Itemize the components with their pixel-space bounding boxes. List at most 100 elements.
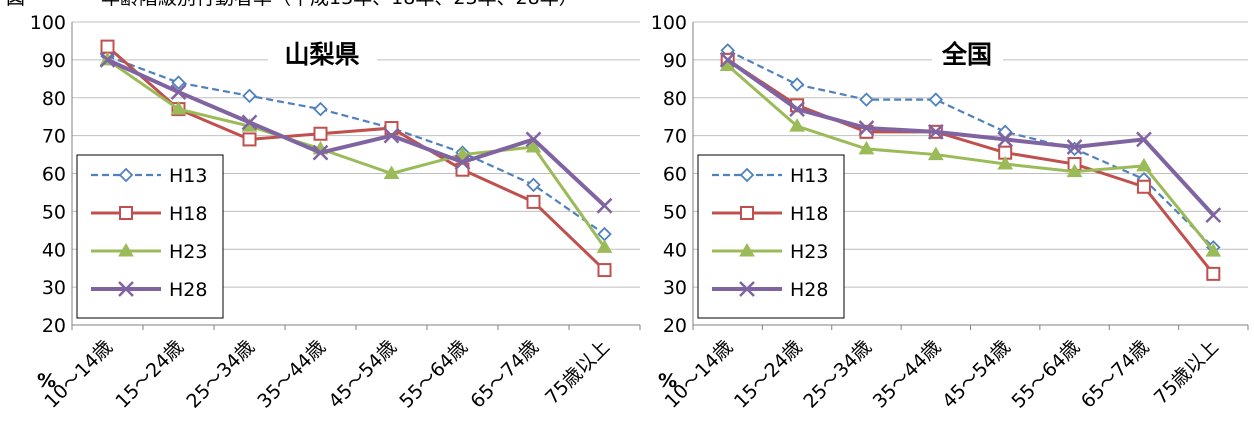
chart-title: 全国	[941, 40, 992, 69]
data-point	[927, 123, 944, 140]
legend-label: H13	[169, 165, 207, 187]
legend-marker	[739, 281, 755, 297]
title-background	[932, 36, 1003, 70]
data-point	[859, 92, 874, 107]
data-point	[1136, 157, 1152, 172]
y-tick-label: 20	[663, 315, 687, 337]
data-point	[171, 75, 186, 90]
data-point	[1136, 131, 1152, 148]
data-point	[597, 263, 612, 278]
series-line	[106, 45, 606, 272]
data-point	[454, 146, 471, 161]
y-tick-label: 20	[42, 315, 66, 337]
data-point	[997, 156, 1014, 170]
legend-item-h23: H23	[712, 241, 828, 263]
data-point	[242, 88, 257, 104]
legend-marker	[740, 206, 754, 220]
series-h28	[99, 51, 613, 214]
legend: H13 H18 H23 H28	[76, 154, 224, 319]
data-point	[597, 226, 612, 242]
y-tick-label: 60	[663, 164, 687, 186]
x-tick-label: 75歳以上	[1150, 336, 1223, 409]
legend-item-h13: H13	[712, 165, 828, 187]
y-tick-label: 50	[42, 201, 66, 223]
figure-caption: 図 年齢階級別行動者率（平成13年、18年、23年、28年）	[6, 0, 578, 9]
data-point	[1066, 163, 1083, 178]
data-point	[1205, 207, 1222, 224]
x-tick-label: 55～64歳	[1007, 336, 1084, 413]
data-point	[526, 177, 541, 193]
legend-label: H18	[169, 203, 207, 225]
y-tick-label: 40	[42, 239, 66, 261]
data-point	[596, 239, 613, 253]
x-tick-label: 35～44歳	[253, 336, 330, 413]
y-tick-label: 80	[663, 88, 687, 110]
data-point	[312, 144, 329, 161]
x-tick-label: 45～54歳	[324, 336, 401, 413]
series-line	[726, 64, 1215, 253]
x-tick-label: 15～24歳	[111, 336, 188, 413]
legend-label: H23	[790, 241, 828, 263]
x-tick-label: 15～24歳	[730, 336, 807, 413]
y-tick-label: 40	[663, 239, 687, 261]
legend-label: H18	[790, 203, 828, 225]
series-line	[106, 58, 606, 249]
y-tick-label: 30	[663, 277, 687, 299]
data-point	[927, 146, 944, 161]
legend-marker	[118, 281, 134, 297]
data-point	[789, 118, 805, 132]
data-point	[789, 77, 805, 92]
x-tick-label: 45～54歳	[938, 336, 1015, 413]
data-point	[719, 51, 736, 68]
x-tick-label: 25～34歳	[799, 336, 876, 413]
unit-label: %	[37, 370, 56, 392]
legend-item-h28: H28	[91, 279, 207, 301]
data-point	[997, 131, 1014, 148]
legend-label: H23	[169, 241, 207, 263]
legend-item-h13: H13	[91, 165, 207, 187]
data-point	[596, 197, 613, 214]
x-tick-label: 65～74歳	[1077, 336, 1154, 413]
data-point	[1136, 179, 1151, 194]
data-point	[789, 101, 805, 117]
series-h23	[719, 57, 1222, 257]
legend-item-h18: H18	[712, 203, 828, 225]
y-tick-label: 30	[42, 277, 66, 299]
y-tick-label: 90	[663, 50, 687, 72]
legend-marker	[118, 243, 134, 257]
x-tick-label: 75歳以上	[541, 336, 614, 409]
data-point	[241, 114, 258, 131]
data-point	[99, 51, 116, 68]
data-point	[313, 126, 328, 141]
legend-item-h23: H23	[91, 241, 207, 263]
data-point	[526, 194, 541, 209]
legend-marker	[739, 167, 755, 183]
x-tick-label: 25～34歳	[182, 336, 259, 413]
y-tick-label: 50	[663, 201, 687, 223]
y-tick-label: 70	[663, 126, 687, 148]
data-point	[858, 140, 875, 155]
y-tick-label: 90	[42, 50, 66, 72]
data-point	[525, 138, 542, 153]
y-tick-label: 70	[42, 126, 66, 148]
data-point	[858, 120, 875, 136]
data-point	[242, 132, 257, 147]
title-background	[268, 36, 377, 70]
data-point	[1205, 243, 1222, 257]
series-line	[727, 49, 1215, 249]
series-line	[726, 58, 1215, 217]
chart-title: 山梨県	[284, 40, 359, 69]
x-tick-label: 65～74歳	[466, 336, 543, 413]
legend-label: H13	[790, 165, 828, 187]
legend-label: H28	[790, 279, 828, 301]
x-tick-label: 35～44歳	[869, 336, 946, 413]
legend: H13 H18 H23 H28	[697, 154, 845, 319]
legend-label: H28	[169, 279, 207, 301]
y-tick-label: 80	[42, 88, 66, 110]
y-tick-label: 60	[42, 164, 66, 186]
y-tick-label: 100	[30, 12, 66, 34]
unit-label: %	[658, 370, 677, 392]
data-point	[100, 39, 115, 54]
data-point	[383, 127, 400, 144]
